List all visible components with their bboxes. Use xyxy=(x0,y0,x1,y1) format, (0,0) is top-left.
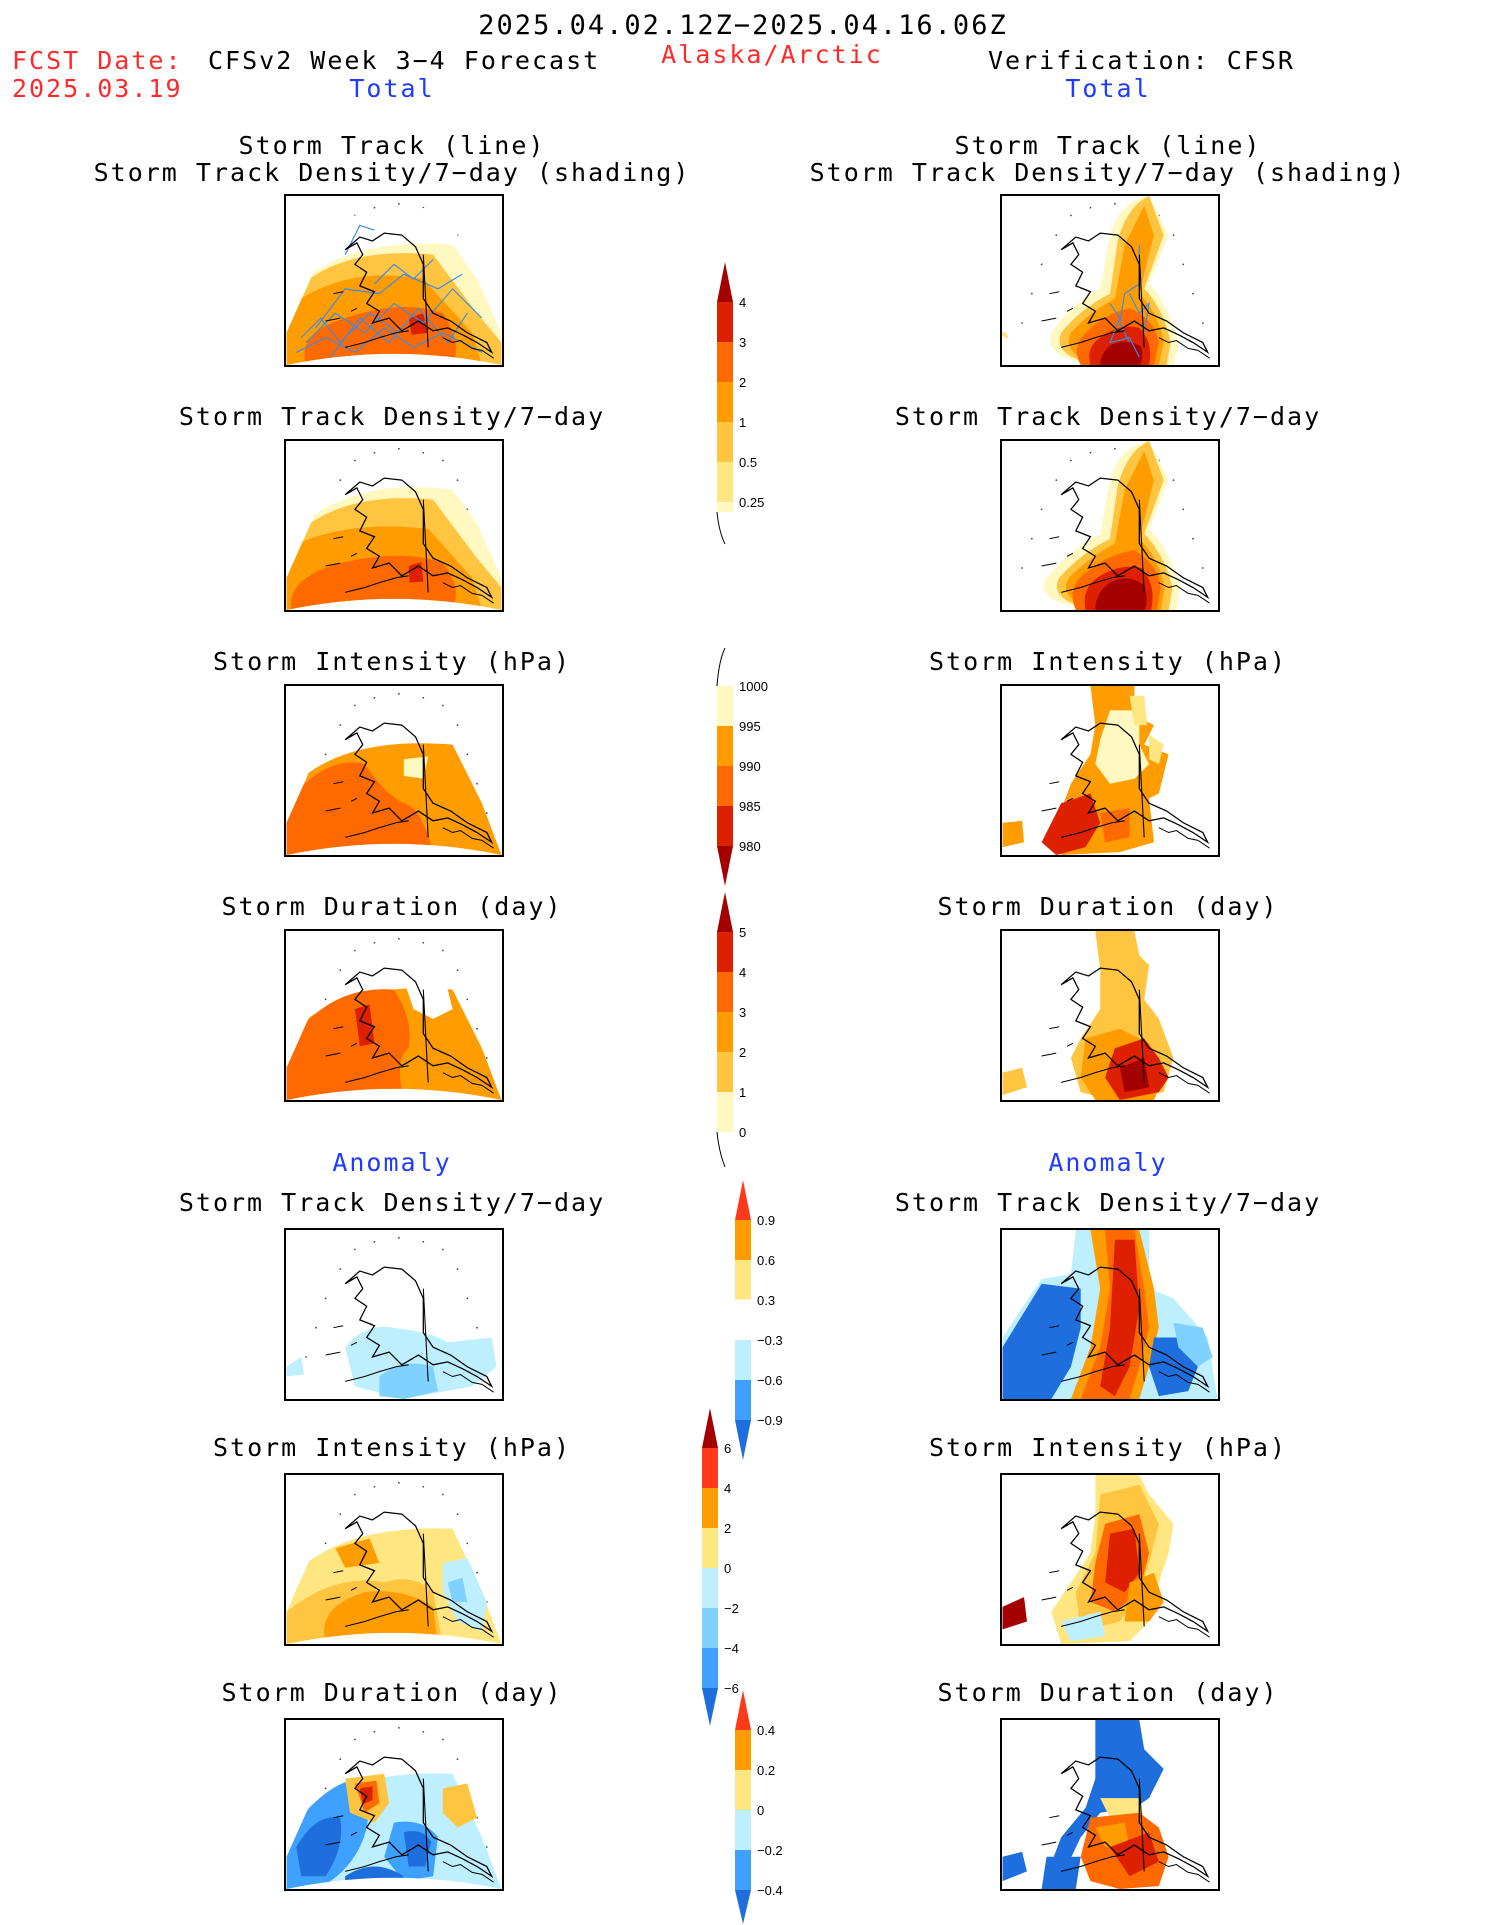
cb-intensity-985: 985 xyxy=(739,799,761,814)
cb-danom-03: 0.3 xyxy=(757,1293,775,1308)
left-density-title: Storm Track Density/7−day xyxy=(178,402,606,431)
density-anom-colorbar: 0.9 0.6 0.3 −0.3 −0.6 −0.9 xyxy=(734,1180,783,1460)
cb-danom-m03: −0.3 xyxy=(757,1333,783,1348)
region-title: Alaska/Arctic xyxy=(661,40,883,69)
left-duration-title: Storm Duration (day) xyxy=(221,892,563,921)
cb-intensity-995: 995 xyxy=(739,719,761,734)
right-duration-anom-map xyxy=(1000,1718,1220,1891)
cb-duranom-02: 0.2 xyxy=(757,1763,775,1778)
cb-duranom-m02: −0.2 xyxy=(757,1843,783,1858)
right-track-map xyxy=(1000,194,1220,367)
cb-duranom-04: 0.4 xyxy=(757,1723,775,1738)
cb-duranom-0: 0 xyxy=(757,1803,764,1818)
density-colorbar: 4 3 2 1 0.5 0.25 xyxy=(716,262,764,545)
right-track-shading-title: Storm Track Density/7−day (shading) xyxy=(809,158,1407,187)
cb-ianom-m4: −4 xyxy=(724,1641,739,1656)
cb-duration-5: 5 xyxy=(739,925,746,940)
right-density-anom-title: Storm Track Density/7−day xyxy=(894,1188,1322,1217)
cb-density-05: 0.5 xyxy=(739,455,757,470)
cb-ianom-m6: −6 xyxy=(724,1681,739,1696)
left-density-anom-map xyxy=(284,1228,504,1401)
cb-density-4: 4 xyxy=(739,295,746,310)
cb-intensity-980: 980 xyxy=(739,839,761,854)
cb-duranom-m04: −0.4 xyxy=(757,1883,783,1898)
cb-density-1: 1 xyxy=(739,415,746,430)
cb-danom-06: 0.6 xyxy=(757,1253,775,1268)
left-duration-anom-map xyxy=(284,1718,504,1891)
left-intensity-title: Storm Intensity (hPa) xyxy=(212,647,572,676)
cb-duration-1: 1 xyxy=(739,1085,746,1100)
cb-ianom-6: 6 xyxy=(724,1441,731,1456)
left-duration-anom-title: Storm Duration (day) xyxy=(221,1678,563,1707)
right-duration-anom-title: Storm Duration (day) xyxy=(937,1678,1279,1707)
cb-ianom-4: 4 xyxy=(724,1481,731,1496)
cb-ianom-2: 2 xyxy=(724,1521,731,1536)
verification-title: Verification: CFSR xyxy=(988,46,1295,75)
right-total-label: Total xyxy=(1065,74,1151,103)
right-track-line-title: Storm Track (line) xyxy=(954,131,1262,160)
left-total-label: Total xyxy=(349,74,435,103)
cb-duration-3: 3 xyxy=(739,1005,746,1020)
left-duration-map xyxy=(284,929,504,1102)
date-range-title: 2025.04.02.12Z−2025.04.16.06Z xyxy=(478,10,1008,41)
model-title: CFSv2 Week 3−4 Forecast xyxy=(208,46,601,75)
left-track-map xyxy=(284,194,504,367)
left-density-anom-title: Storm Track Density/7−day xyxy=(178,1188,606,1217)
right-duration-map xyxy=(1000,929,1220,1102)
duration-anom-colorbar: 0.4 0.2 0 −0.2 −0.4 xyxy=(735,1690,783,1924)
left-anomaly-label: Anomaly xyxy=(332,1148,452,1177)
right-intensity-anom-map xyxy=(1000,1473,1220,1646)
cb-danom-m09: −0.9 xyxy=(757,1413,783,1428)
cb-danom-09: 0.9 xyxy=(757,1213,775,1228)
left-track-shading-title: Storm Track Density/7−day (shading) xyxy=(93,158,691,187)
cb-ianom-m2: −2 xyxy=(724,1601,739,1616)
left-intensity-map xyxy=(284,684,504,857)
right-density-title: Storm Track Density/7−day xyxy=(894,402,1322,431)
right-density-map xyxy=(1000,439,1220,612)
right-anomaly-label: Anomaly xyxy=(1048,1148,1168,1177)
cb-density-2: 2 xyxy=(739,375,746,390)
cb-density-3: 3 xyxy=(739,335,746,350)
left-track-line-title: Storm Track (line) xyxy=(238,131,546,160)
cb-duration-0: 0 xyxy=(739,1125,746,1140)
cb-danom-m06: −0.6 xyxy=(757,1373,783,1388)
fcst-date-label: FCST Date: xyxy=(12,46,183,75)
duration-colorbar: 5 4 3 2 1 0 xyxy=(716,892,746,1168)
intensity-anom-colorbar: 6 4 2 0 −2 −4 −6 xyxy=(702,1408,739,1726)
fcst-date-value: 2025.03.19 xyxy=(12,74,183,103)
cb-intensity-990: 990 xyxy=(739,759,761,774)
right-intensity-anom-title: Storm Intensity (hPa) xyxy=(928,1433,1288,1462)
cb-ianom-0: 0 xyxy=(724,1561,731,1576)
left-intensity-anom-title: Storm Intensity (hPa) xyxy=(212,1433,572,1462)
right-duration-title: Storm Duration (day) xyxy=(937,892,1279,921)
left-intensity-anom-map xyxy=(284,1473,504,1646)
left-density-map xyxy=(284,439,504,612)
intensity-colorbar: 1000 995 990 985 980 xyxy=(716,648,768,886)
cb-density-025: 0.25 xyxy=(739,495,764,510)
cb-duration-2: 2 xyxy=(739,1045,746,1060)
right-intensity-map xyxy=(1000,684,1220,857)
right-intensity-title: Storm Intensity (hPa) xyxy=(928,647,1288,676)
cb-duration-4: 4 xyxy=(739,965,746,980)
right-density-anom-map xyxy=(1000,1228,1220,1401)
cb-intensity-1000: 1000 xyxy=(739,679,768,694)
